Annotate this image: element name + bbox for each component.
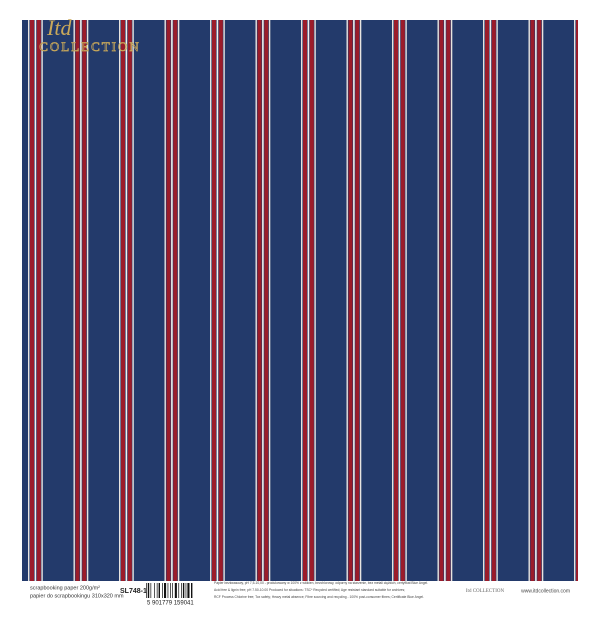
logo-word: COLLECTION [39,39,141,54]
barcode-bar [182,583,185,598]
barcode-bar [174,583,177,598]
barcode-bar [172,583,173,598]
barcode-number: 5 901779 159041 [147,601,194,607]
striped-paper [22,20,578,581]
info-line: RCF Process Chlorine free; Tox safety; H… [214,595,424,599]
info-line: Acid free & lignin free; pH 7.50-10.00 P… [214,588,405,592]
logo-script: Itd [46,15,72,40]
logo-small: Itd COLLECTION [466,589,505,594]
info-line: Papier bezkwasowy, pH 7,5-10,00 - produk… [214,581,428,585]
barcode-bar [170,583,171,598]
barcode-bar [154,583,155,598]
barcode-bar [146,583,147,598]
barcode [146,583,193,598]
barcode-bar [181,583,182,598]
barcode-bar [147,583,150,598]
barcode-bar [191,583,193,598]
barcode-bar [162,583,163,598]
barcode-bar [185,583,187,598]
paper-pl: papier do scrapbookingu 310x320 mm [30,593,124,599]
website: www.itdcollection.com [521,588,570,594]
barcode-bar [178,583,180,598]
barcode-bar [164,583,167,598]
barcode-bar [158,583,160,598]
barcode-bar [156,583,158,598]
paper-en: scrapbooking paper 200g/m² [30,585,100,591]
barcode-bar [167,583,169,598]
barcode-bar [150,583,152,598]
barcode-bar [187,583,190,598]
product-code: SL748-1 [120,588,147,595]
